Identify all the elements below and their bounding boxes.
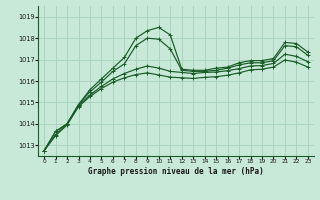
X-axis label: Graphe pression niveau de la mer (hPa): Graphe pression niveau de la mer (hPa) (88, 167, 264, 176)
